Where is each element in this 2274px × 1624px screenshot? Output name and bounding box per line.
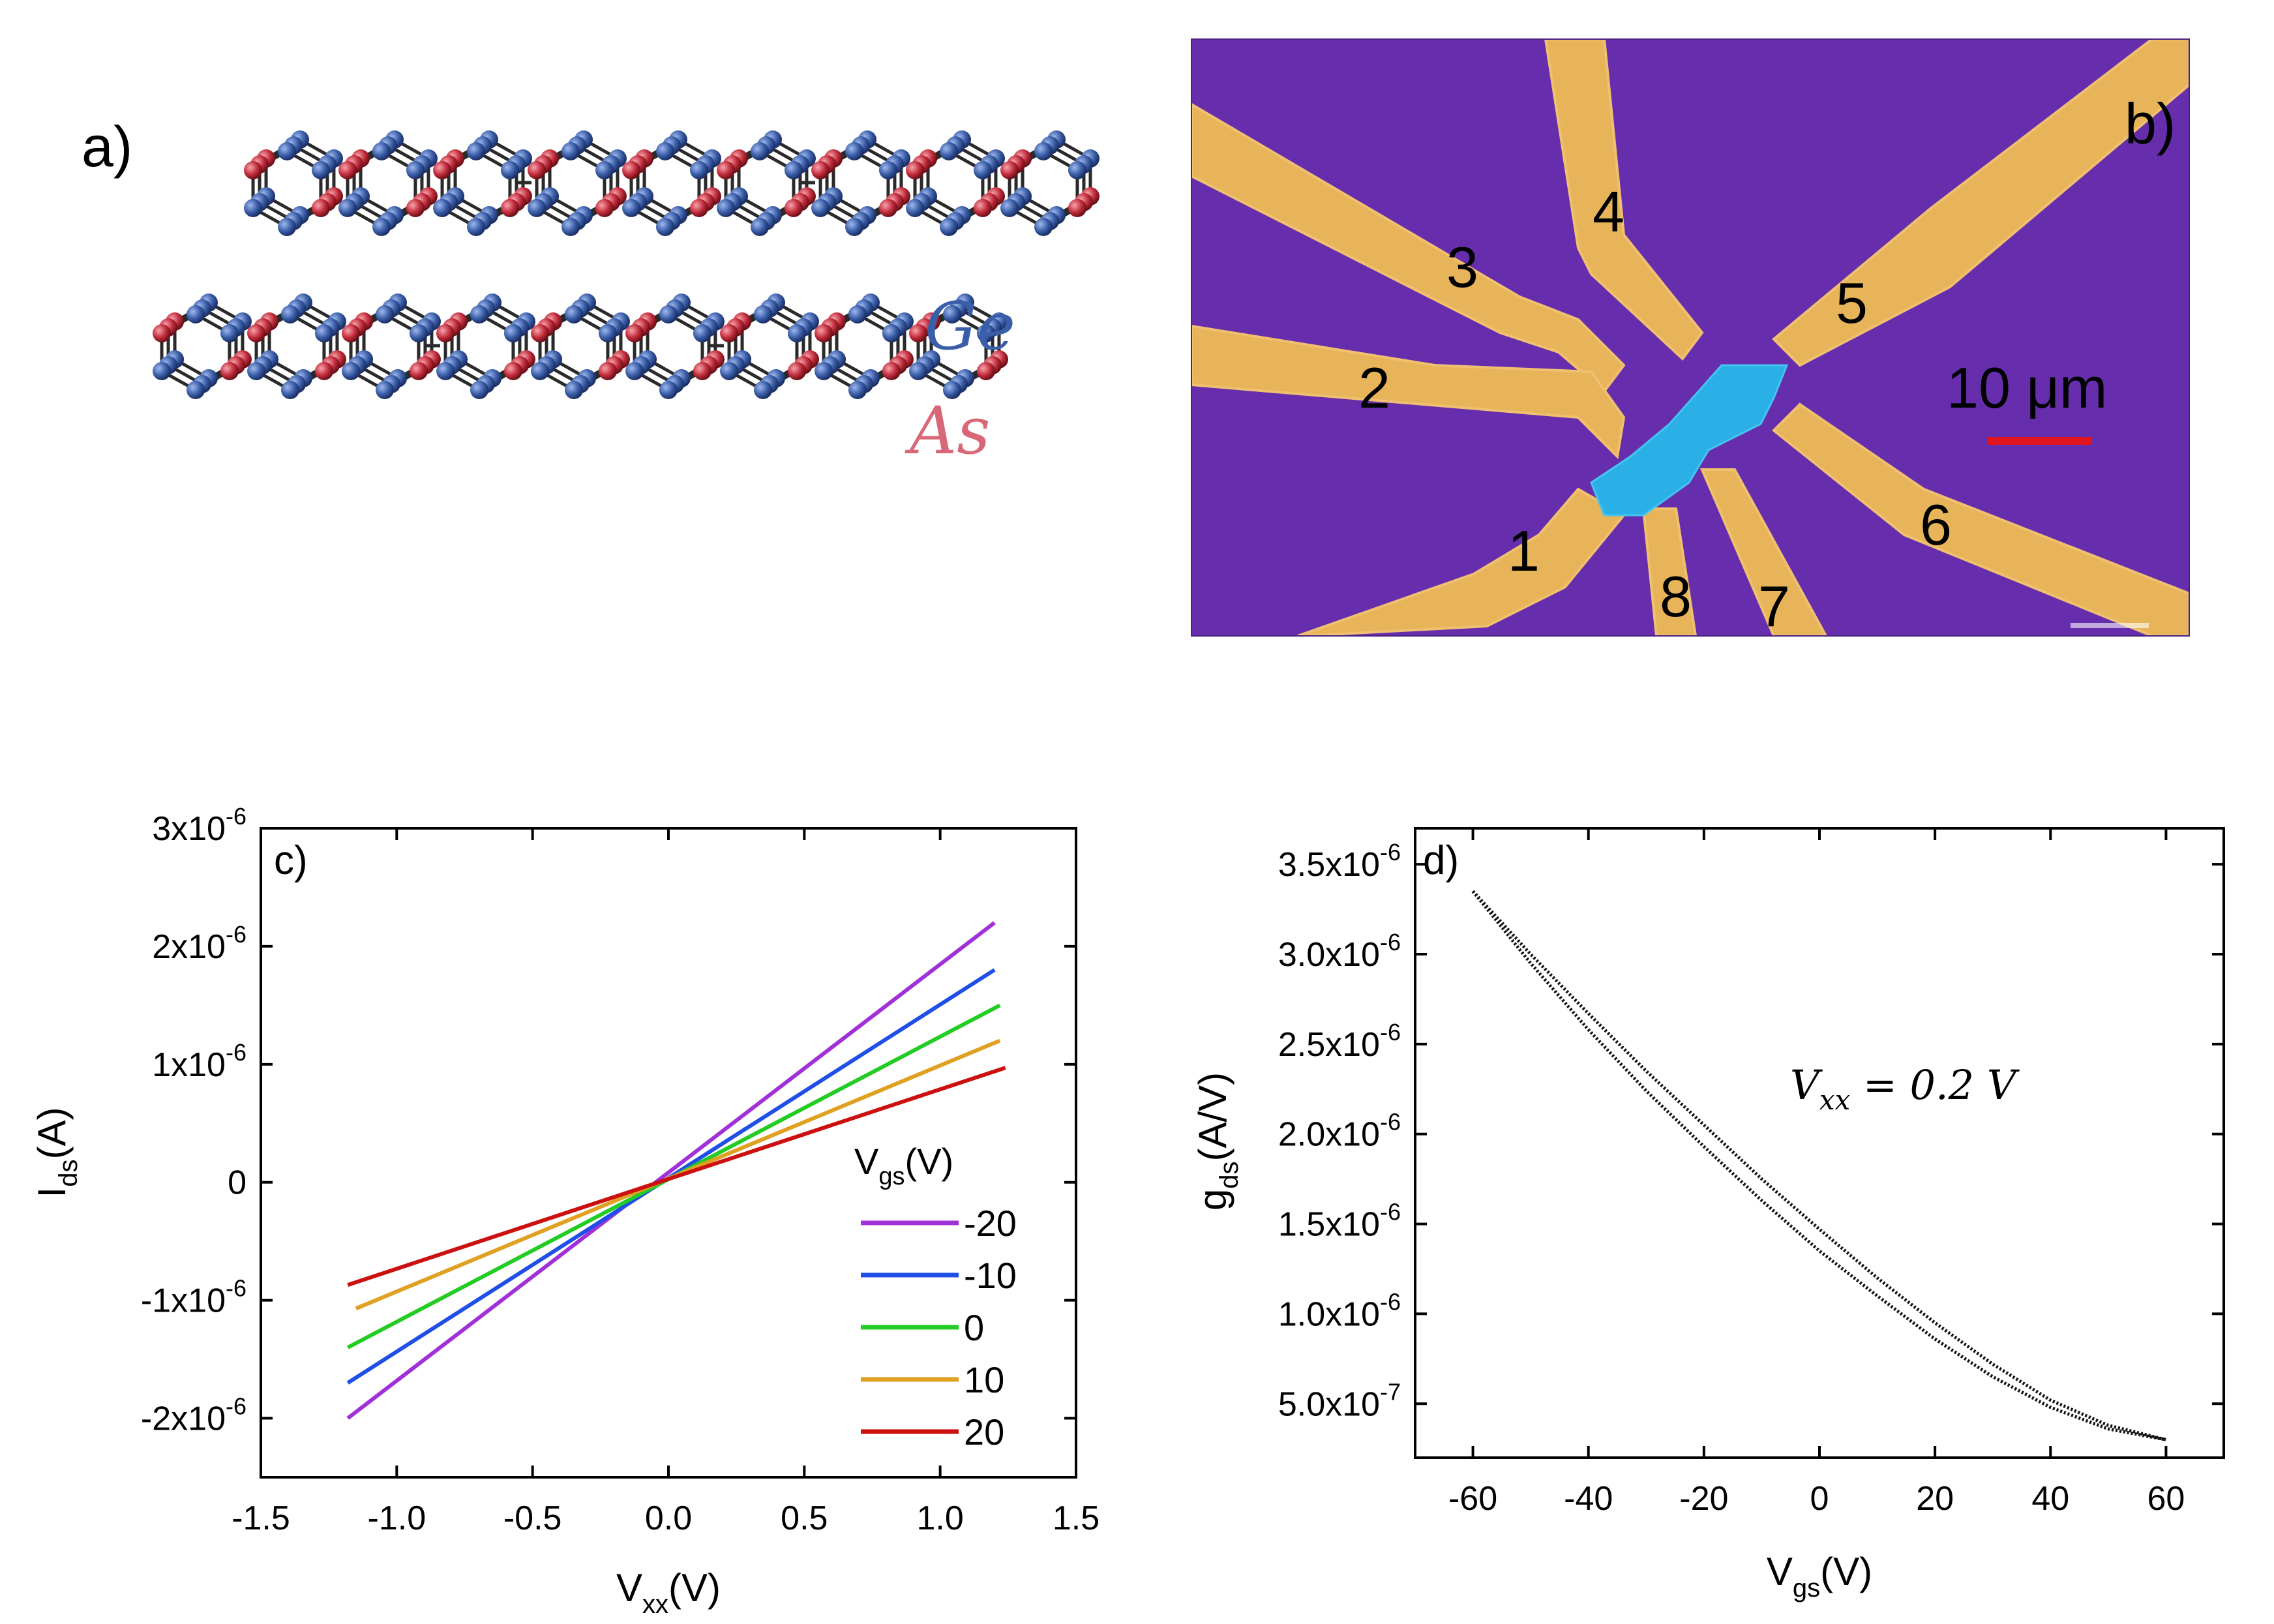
y-tick-label: 1.0x10-6 bbox=[1278, 1288, 1401, 1333]
contact-label-4: 4 bbox=[1593, 179, 1624, 244]
plot-c-ylabel: Ids(A) bbox=[30, 1107, 83, 1198]
y-tick-label: 2.5x10-6 bbox=[1278, 1019, 1401, 1064]
panel-a-crystal-structure: a) Ge As bbox=[82, 114, 1100, 469]
y-tick-label: 1x10-6 bbox=[152, 1039, 247, 1084]
contact-2-pad bbox=[1191, 324, 1626, 460]
panel-b-label: b) bbox=[2125, 91, 2176, 156]
contact-label-7: 7 bbox=[1758, 574, 1790, 639]
plot-c-series bbox=[346, 921, 1006, 1420]
x-tick-label: -1.5 bbox=[232, 1499, 290, 1537]
contact-label-3: 3 bbox=[1446, 235, 1478, 299]
panel-c-iv-curves: -1.5 -1.0 -0.5 0.0 0.5 1.0 1.5 -2x10-6 -1x10-6 0 1… bbox=[30, 803, 1100, 1619]
y-tick-label: -1x10-6 bbox=[141, 1275, 247, 1320]
legend-label--20: -20 bbox=[964, 1203, 1017, 1244]
contact-6-pad bbox=[1772, 402, 2189, 636]
contact-label-1: 1 bbox=[1508, 519, 1540, 583]
series-line-forward bbox=[1471, 890, 2167, 1441]
series-line--20 bbox=[346, 921, 996, 1420]
x-tick-label: 20 bbox=[1916, 1480, 1954, 1518]
plot-c-legend-title: Vgs(V) bbox=[854, 1141, 953, 1190]
plot-c-xlabel: Vxx(V) bbox=[616, 1566, 721, 1619]
series-line-reverse bbox=[1471, 890, 2166, 1441]
legend-label-0: 0 bbox=[964, 1307, 984, 1348]
legend-as: As bbox=[905, 393, 991, 469]
plot-d-ylabel: gds(A/V) bbox=[1191, 1072, 1244, 1210]
y-tick-label: -2x10-6 bbox=[141, 1393, 247, 1438]
legend-label-10: 10 bbox=[964, 1359, 1004, 1400]
plot-d-series bbox=[1471, 890, 2167, 1441]
plot-d-panel-label: d) bbox=[1423, 838, 1459, 883]
x-tick-label: 60 bbox=[2147, 1480, 2185, 1518]
x-tick-label: 1.0 bbox=[917, 1499, 964, 1537]
x-tick-label: 0.5 bbox=[781, 1499, 828, 1537]
gea-flake bbox=[1590, 364, 1789, 517]
x-tick-label: 40 bbox=[2031, 1480, 2069, 1518]
contact-7-pad bbox=[1699, 468, 1828, 636]
x-tick-label: 0 bbox=[1810, 1480, 1829, 1518]
contact-5-pad bbox=[1772, 39, 2189, 367]
y-tick-label: 0 bbox=[228, 1164, 247, 1202]
x-tick-label: -20 bbox=[1679, 1480, 1728, 1518]
x-tick-label: -0.5 bbox=[503, 1499, 562, 1537]
plot-c-panel-label: c) bbox=[274, 838, 308, 883]
x-tick-label: -1.0 bbox=[368, 1499, 426, 1537]
plot-c-ticks: -1.5 -1.0 -0.5 0.0 0.5 1.0 1.5 -2x10-6 -1x10-6 0 1… bbox=[141, 803, 1100, 1537]
legend-label--10: -10 bbox=[964, 1255, 1017, 1296]
contact-label-2: 2 bbox=[1358, 355, 1390, 420]
contact-1-pad bbox=[1297, 487, 1626, 636]
y-tick-label: 5.0x10-7 bbox=[1278, 1378, 1401, 1423]
contact-label-5: 5 bbox=[1836, 271, 1868, 335]
panel-b-device-micrograph: b) 1 2 3 4 5 6 7 8 10 μm bbox=[1191, 38, 2190, 639]
x-tick-label: 0.0 bbox=[645, 1499, 692, 1537]
gold-contacts bbox=[1191, 39, 2189, 636]
y-tick-label: 3x10-6 bbox=[152, 803, 247, 848]
ge-as-chain-top bbox=[244, 130, 1100, 236]
plot-d-ticks: -60 -40 -20 0 20 40 60 5.0x10-7 1.0x10-6 1.5x10-6… bbox=[1278, 828, 2224, 1518]
panel-a-label: a) bbox=[82, 114, 132, 179]
plot-d-xlabel: Vgs(V) bbox=[1767, 1550, 1872, 1602]
panel-d-transconductance: -60 -40 -20 0 20 40 60 5.0x10-7 1.0x10-6 1.5x10-6… bbox=[1191, 827, 2225, 1602]
x-tick-label: 1.5 bbox=[1053, 1499, 1100, 1537]
series-line-20 bbox=[347, 1066, 1006, 1287]
y-tick-label: 2x10-6 bbox=[152, 921, 247, 966]
scale-bar-label: 10 μm bbox=[1947, 355, 2107, 420]
scale-bar bbox=[1988, 437, 2092, 445]
y-tick-label: 3.0x10-6 bbox=[1278, 929, 1401, 974]
legend-ge: Ge bbox=[925, 288, 1015, 365]
x-tick-label: -40 bbox=[1564, 1480, 1613, 1518]
x-tick-label: -60 bbox=[1448, 1480, 1497, 1518]
plot-c-frame bbox=[260, 827, 1077, 1479]
plot-d-annotation: Vxx = 0.2 V bbox=[1790, 1061, 2020, 1116]
contact-4-pad bbox=[1544, 39, 1704, 361]
ge-as-chain-bottom bbox=[153, 293, 1008, 399]
contact-8-pad bbox=[1641, 507, 1698, 636]
legend-label-20: 20 bbox=[964, 1411, 1004, 1452]
plot-c-legend: -20 -10 0 10 20 bbox=[861, 1203, 1017, 1452]
y-tick-label: 1.5x10-6 bbox=[1278, 1199, 1401, 1244]
contact-label-8: 8 bbox=[1660, 564, 1692, 629]
y-tick-label: 2.0x10-6 bbox=[1278, 1109, 1401, 1154]
y-tick-label: 3.5x10-6 bbox=[1278, 839, 1401, 884]
plot-d-frame bbox=[1414, 827, 2225, 1459]
contact-label-6: 6 bbox=[1920, 492, 1952, 557]
